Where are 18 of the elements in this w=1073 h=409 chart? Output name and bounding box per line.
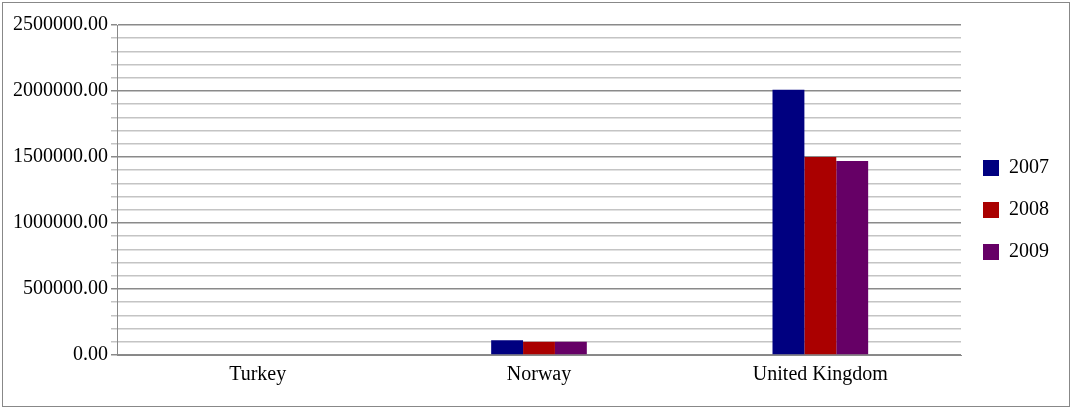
y-tick-label: 1500000.00 (13, 144, 108, 167)
x-tick-label: Norway (506, 362, 572, 386)
bar (491, 340, 524, 355)
x-tick-label: Turkey (229, 362, 287, 386)
legend-label: 2007 (1009, 155, 1049, 178)
bar (836, 160, 869, 355)
bar (554, 341, 587, 355)
y-tick-label: 500000.00 (23, 276, 108, 299)
bar (772, 89, 805, 355)
bar (804, 157, 837, 355)
legend-label: 2009 (1009, 239, 1049, 262)
y-tick-label: 0.00 (73, 342, 108, 365)
legend-label: 2008 (1009, 197, 1049, 220)
y-tick-label: 1000000.00 (13, 210, 108, 233)
bar (523, 341, 555, 355)
y-tick-label: 2000000.00 (13, 78, 108, 101)
y-tick-label: 2500000.00 (13, 12, 108, 35)
x-tick-label: United Kingdom (752, 362, 889, 386)
